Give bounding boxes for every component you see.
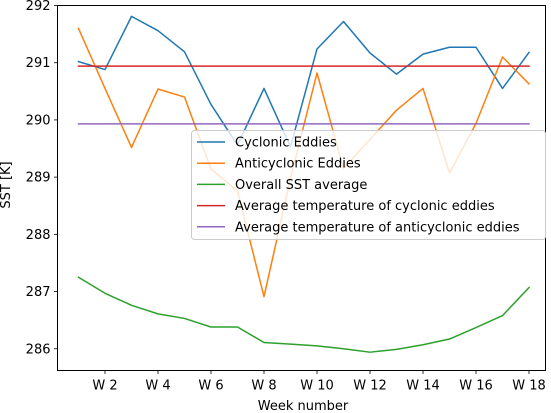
y-tick-label: 289 xyxy=(26,171,51,186)
y-axis: 286 287 288 289 290 291 292 xyxy=(26,0,58,357)
y-axis-label: SST [K] xyxy=(0,161,14,208)
x-tick-label: W 2 xyxy=(92,379,117,394)
legend-label-1: Cyclonic Eddies xyxy=(235,136,337,151)
y-tick-label: 290 xyxy=(26,113,51,128)
x-tick-label: W 4 xyxy=(145,379,170,394)
x-tick-label: W 8 xyxy=(251,379,276,394)
legend-label-5: Average temperature of anticyclonic eddi… xyxy=(235,220,520,235)
x-tick-label: W 18 xyxy=(512,379,546,394)
x-tick-label: W 16 xyxy=(459,379,493,394)
y-tick-label: 288 xyxy=(26,228,51,243)
legend-label-2: Anticyclonic Eddies xyxy=(235,157,361,172)
x-axis-label: Week number xyxy=(258,399,349,413)
series-line-1 xyxy=(77,15,531,148)
x-axis: W 2 W 4 W 6 W 8 W 10 W 12 W 14 W 16 W 18 xyxy=(92,370,546,394)
x-tick-label: W 10 xyxy=(300,379,334,394)
legend-label-4: Average temperature of cyclonic eddies xyxy=(235,199,495,214)
legend-label-3: Overall SST average xyxy=(235,178,367,193)
x-tick-label: W 14 xyxy=(406,379,440,394)
y-tick-label: 292 xyxy=(26,0,51,14)
y-tick-label: 291 xyxy=(26,56,51,71)
legend-box xyxy=(191,130,546,240)
series-line-3 xyxy=(77,276,531,353)
x-tick-label: W 12 xyxy=(353,379,387,394)
legend: Cyclonic Eddies Anticyclonic Eddies Overal… xyxy=(191,130,546,240)
y-tick-label: 287 xyxy=(26,285,51,300)
x-tick-label: W 6 xyxy=(198,379,223,394)
y-tick-label: 286 xyxy=(26,342,51,357)
